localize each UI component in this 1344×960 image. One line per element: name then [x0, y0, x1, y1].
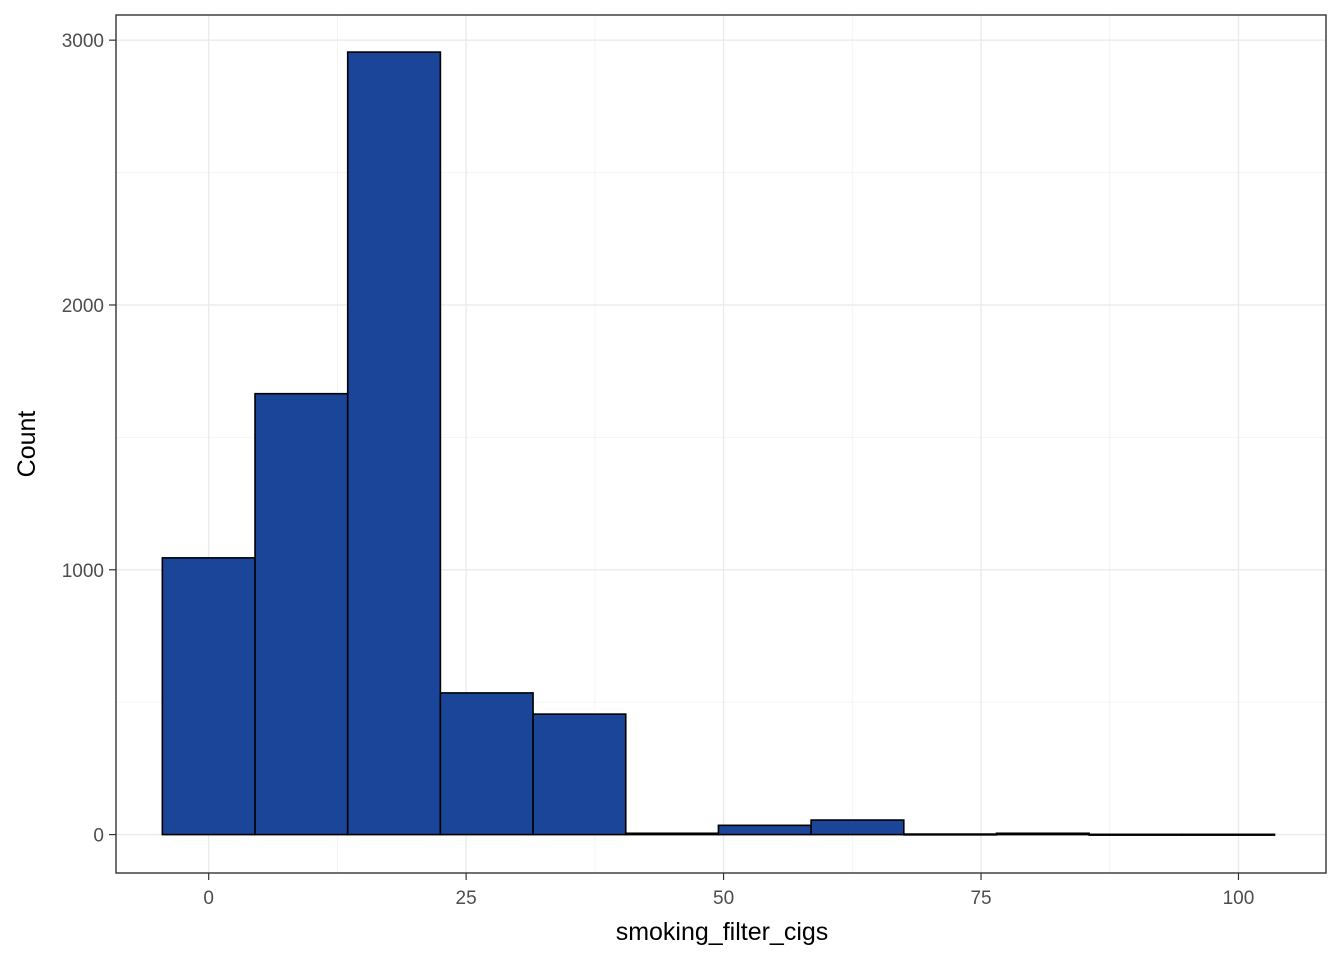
- y-tick-label: 1000: [62, 561, 104, 582]
- x-axis-ticks: 0 25 50 75 100: [203, 873, 1254, 909]
- histogram-bar: [346, 51, 442, 836]
- x-tick-label: 100: [1223, 888, 1255, 909]
- x-tick-label: 25: [456, 888, 477, 909]
- histogram-bar: [995, 832, 1090, 836]
- major-gridlines: [116, 15, 1326, 873]
- y-tick-label: 0: [93, 826, 104, 847]
- y-axis-title: Count: [13, 411, 41, 478]
- x-axis-title: smoking_filter_cigs: [616, 918, 829, 946]
- histogram-bars: [161, 51, 1276, 836]
- histogram-bar: [902, 833, 998, 836]
- histogram-bar: [624, 832, 720, 836]
- histogram-bar: [254, 392, 349, 836]
- histogram-bar: [439, 692, 534, 836]
- histogram-bar: [161, 557, 256, 836]
- y-tick-label: 3000: [62, 31, 104, 52]
- histogram-bar: [532, 713, 627, 836]
- x-tick-label: 50: [713, 888, 734, 909]
- histogram-bar: [717, 824, 812, 836]
- minor-gridlines: [116, 15, 1326, 873]
- x-tick-label: 75: [970, 888, 991, 909]
- y-axis-ticks: 0 1000 2000 3000: [62, 31, 116, 847]
- histogram-bar: [810, 819, 905, 836]
- y-tick-label: 2000: [62, 296, 104, 317]
- plot-panel-border: [115, 14, 1327, 874]
- histogram-bar: [1088, 833, 1183, 836]
- histogram-bar: [1181, 833, 1276, 836]
- x-tick-label: 0: [203, 888, 214, 909]
